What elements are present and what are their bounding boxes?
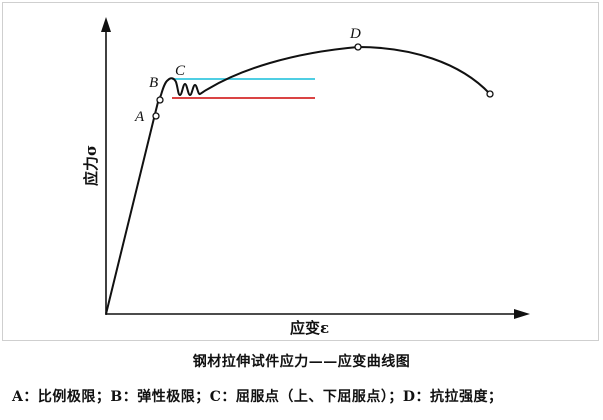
y-axis-arrow-icon xyxy=(101,17,111,32)
x-axis-label: 应变ε xyxy=(290,319,329,337)
x-axis-arrow-icon xyxy=(514,309,530,319)
point-d-marker xyxy=(354,43,362,51)
figure-frame xyxy=(2,2,599,341)
stress-strain-curve xyxy=(105,45,491,315)
point-a-label: A xyxy=(134,109,145,125)
fracture-point-marker xyxy=(486,90,494,98)
point-b-marker xyxy=(156,96,164,104)
figure-legend: A：比例极限；B：弹性极限；C：屈服点（上、下屈服点）；D：抗拉强度； xyxy=(12,389,503,405)
point-d-label: D xyxy=(349,26,361,42)
stress-strain-diagram: A B C D 应力σ 应变ε xyxy=(82,17,530,337)
figure-caption: 钢材拉伸试件应力——应变曲线图 xyxy=(192,354,411,370)
point-a-marker xyxy=(152,112,160,120)
point-c-label: C xyxy=(175,63,186,79)
point-b-label: B xyxy=(149,75,158,91)
y-axis-label: 应力σ xyxy=(82,145,100,186)
